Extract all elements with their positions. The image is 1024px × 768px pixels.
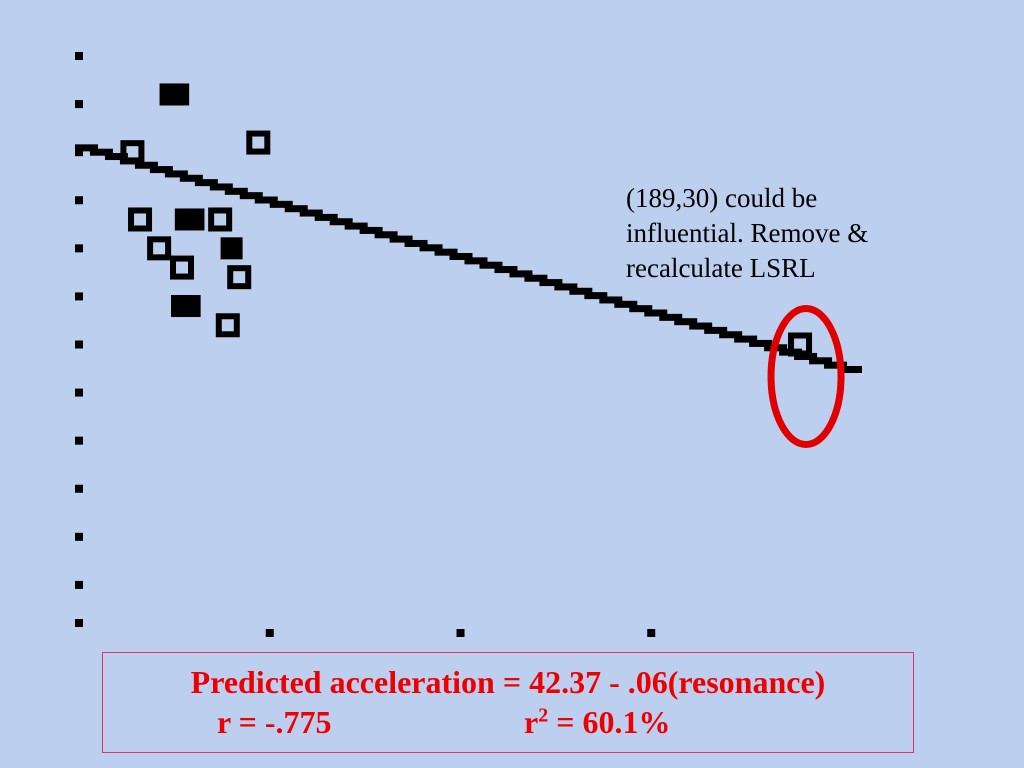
regression-segment-16 (314, 213, 338, 221)
y-tick-mark-5 (75, 388, 83, 397)
regression-segment-34 (584, 292, 608, 300)
y-tick-mark-2 (75, 532, 83, 541)
data-point-filled-1 (167, 83, 190, 106)
note-line-1: (189,30) could be (626, 183, 818, 213)
data-point-hollow-3 (246, 130, 271, 155)
data-point-filled-9 (220, 237, 243, 260)
y-tick-mark-6 (75, 340, 83, 349)
y-tick-mark-8 (75, 244, 83, 253)
x-tick-mark-2 (456, 629, 465, 637)
regression-segment-24 (434, 248, 458, 256)
data-point-hollow-10 (170, 255, 195, 280)
data-point-hollow-14 (215, 313, 240, 338)
regression-segment-20 (374, 231, 398, 239)
regression-segment-21 (389, 235, 413, 243)
data-point-hollow-7 (208, 207, 233, 232)
data-point-hollow-8 (147, 236, 172, 261)
regression-segment-14 (284, 205, 308, 213)
regression-segment-42 (704, 326, 728, 334)
origin-tick-mark (75, 619, 83, 627)
regression-segment-5 (149, 166, 173, 174)
data-point-hollow-2 (120, 140, 145, 165)
data-point-filled-6 (182, 208, 205, 231)
regression-results-box: Predicted acceleration = 42.37 - .06(res… (102, 652, 914, 753)
y-tick-mark-11 (75, 100, 83, 109)
regression-segment-45 (749, 339, 773, 347)
regression-segment-12 (254, 196, 278, 204)
regression-segment-23 (419, 244, 443, 252)
regression-segment-2 (104, 153, 128, 161)
data-point-hollow-11 (227, 265, 252, 290)
y-tick-mark-4 (75, 436, 83, 445)
regression-segment-29 (509, 270, 533, 278)
y-tick-mark-10 (75, 148, 83, 157)
note-line-3: recalculate LSRL (626, 253, 816, 283)
note-line-2: influential. Remove & (626, 218, 869, 248)
regression-segment-50 (824, 361, 848, 369)
regression-segment-35 (599, 296, 623, 304)
x-tick-mark-3 (647, 629, 656, 637)
regression-segment-41 (689, 322, 713, 330)
data-point-hollow-15 (788, 332, 813, 357)
y-tick-mark-1 (75, 580, 83, 589)
data-point-filled-13 (178, 295, 201, 318)
regression-segment-30 (524, 274, 548, 282)
regression-segment-8 (194, 179, 218, 187)
regression-segment-37 (629, 305, 653, 313)
regression-segment-26 (464, 257, 488, 265)
correlation-coefficient: r = -.775 (217, 704, 332, 740)
regression-segment-10 (224, 187, 248, 195)
influential-point-highlight-circle (767, 305, 845, 448)
regression-segment-31 (539, 279, 563, 287)
regression-segment-44 (734, 335, 758, 343)
regression-segment-22 (404, 239, 428, 247)
regression-segment-38 (644, 309, 668, 317)
regression-segment-11 (239, 192, 263, 200)
regression-segment-51 (839, 366, 862, 374)
influential-point-note: (189,30) could be influential. Remove & … (626, 181, 956, 286)
r-squared-exponent: 2 (538, 704, 549, 727)
regression-segment-39 (659, 313, 683, 321)
regression-segment-9 (209, 183, 233, 191)
y-tick-mark-9 (75, 196, 83, 205)
regression-segment-28 (494, 266, 518, 274)
r-squared-value: = 60.1% (548, 704, 671, 740)
regression-segment-40 (674, 318, 698, 326)
regression-segment-36 (614, 300, 638, 308)
regression-segment-6 (164, 170, 188, 178)
regression-segment-49 (809, 357, 833, 365)
regression-segment-7 (179, 174, 203, 182)
regression-segment-43 (719, 331, 743, 339)
regression-segment-32 (554, 283, 578, 291)
regression-segment-25 (449, 253, 473, 261)
r-squared-prefix: r (524, 704, 539, 740)
regression-segment-15 (299, 209, 323, 217)
regression-segment-19 (359, 226, 383, 234)
regression-segment-27 (479, 261, 503, 269)
regression-segment-1 (89, 148, 113, 156)
regression-equation: Predicted acceleration = 42.37 - .06(res… (190, 664, 826, 700)
regression-segment-0 (75, 144, 98, 152)
regression-segment-13 (269, 200, 293, 208)
y-tick-mark-12 (75, 52, 83, 60)
regression-segment-33 (569, 287, 593, 295)
regression-segment-17 (329, 218, 353, 226)
x-tick-mark-1 (265, 629, 274, 637)
coefficient-of-determination: r2 = 60.1% (524, 703, 670, 741)
data-point-hollow-4 (128, 207, 153, 232)
regression-segment-18 (344, 222, 368, 230)
y-tick-mark-3 (75, 484, 83, 493)
y-tick-mark-7 (75, 292, 83, 301)
regression-segment-4 (134, 161, 158, 169)
